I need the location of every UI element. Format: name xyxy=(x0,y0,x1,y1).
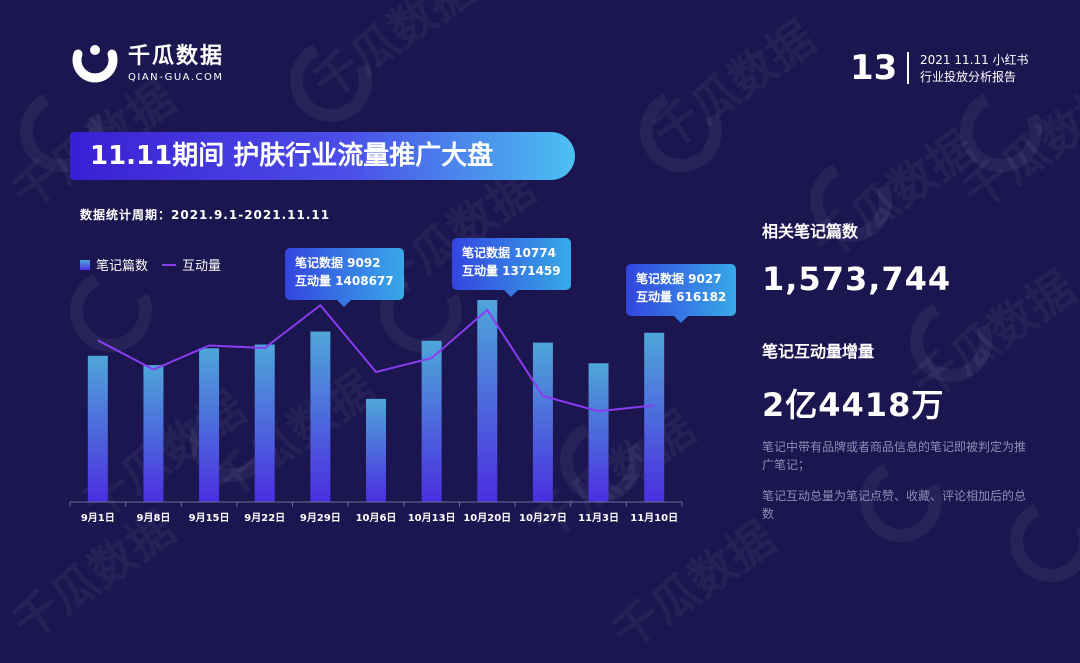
bar-4 xyxy=(310,331,331,502)
x-tick-label-1: 9月8日 xyxy=(136,512,170,524)
callout-nov10: 笔记数据 9027 互动量 616182 xyxy=(626,264,737,323)
bar-6 xyxy=(421,340,442,502)
legend-line-swatch xyxy=(162,263,177,266)
logo-icon xyxy=(72,40,118,86)
title-banner xyxy=(70,132,575,180)
bar-3 xyxy=(254,344,275,502)
callout-interactions: 互动量 1371459 xyxy=(462,264,561,278)
x-tick-label-5: 10月6日 xyxy=(356,512,397,524)
x-tick-label-0: 9月1日 xyxy=(81,512,115,524)
brand-domain: QIAN-GUA.COM xyxy=(128,71,224,83)
x-tick-label-4: 9月29日 xyxy=(300,512,341,524)
x-tick-label-9: 11月3日 xyxy=(578,512,619,524)
callout-interactions: 互动量 1408677 xyxy=(295,274,394,288)
legend-line-label: 互动量 xyxy=(182,259,222,274)
notes-count-value: 1,573,744 xyxy=(762,260,952,298)
bar-2 xyxy=(199,348,220,502)
callout-oct20: 笔记数据 10774 互动量 1371459 xyxy=(452,238,571,297)
x-tick-label-8: 10月27日 xyxy=(519,512,567,524)
legend-bar-label: 笔记篇数 xyxy=(96,259,149,274)
brand-name: 千瓜数据 xyxy=(128,43,225,69)
chart-legend: 笔记篇数 互动量 xyxy=(80,255,221,274)
bar-1 xyxy=(143,365,164,502)
traffic-chart: 9月1日 9月8日 9月15日 9月22日 9月29日 10月6日 10月13日 10月20日… xyxy=(69,300,683,524)
legend-bar-swatch xyxy=(80,259,90,270)
page-title: 11.11期间 护肤行业流量推广大盘 xyxy=(90,141,494,171)
note-promo-definition: 笔记中带有品牌或者商品信息的笔记即被判定为推广笔记； xyxy=(762,440,1027,472)
bar-7 xyxy=(477,300,498,502)
brand-logo[interactable]: 千瓜数据 QIAN-GUA.COM xyxy=(72,40,224,86)
bar-0 xyxy=(87,355,108,502)
x-tick-label-6: 10月13日 xyxy=(408,512,456,524)
x-tick-label-7: 10月20日 xyxy=(463,512,511,524)
report-title-line2: 行业投放分析报告 xyxy=(920,70,1017,84)
callout-notes: 笔记数据 9027 xyxy=(636,272,722,286)
interaction-label: 笔记互动量增量 xyxy=(762,342,875,361)
bar-10 xyxy=(644,332,665,502)
callout-sep29: 笔记数据 9092 互动量 1408677 xyxy=(285,248,404,307)
callout-notes: 笔记数据 10774 xyxy=(462,246,556,260)
interaction-line xyxy=(97,303,655,413)
x-tick-label-3: 9月22日 xyxy=(244,512,285,524)
x-tick-label-10: 11月10日 xyxy=(630,512,678,524)
notes-count-label: 相关笔记篇数 xyxy=(762,222,859,241)
data-period: 数据统计周期：2021.9.1-2021.11.11 xyxy=(80,208,331,222)
header-divider xyxy=(907,52,909,84)
report-title: 2021 11.11 小红书 行业投放分析报告 xyxy=(920,52,1029,86)
report-title-line1: 2021 11.11 小红书 xyxy=(920,53,1029,67)
interaction-value: 2亿4418万 xyxy=(762,386,945,424)
callout-interactions: 互动量 616182 xyxy=(636,290,727,304)
bar-8 xyxy=(532,342,553,502)
bar-9 xyxy=(588,363,609,502)
callout-notes: 笔记数据 9092 xyxy=(295,256,381,270)
note-interaction-definition: 笔记互动总量为笔记点赞、收藏、评论相加后的总数 xyxy=(762,489,1027,521)
bar-5 xyxy=(366,398,386,502)
page-number: 13 xyxy=(850,48,898,88)
x-tick-label-2: 9月15日 xyxy=(189,512,230,524)
